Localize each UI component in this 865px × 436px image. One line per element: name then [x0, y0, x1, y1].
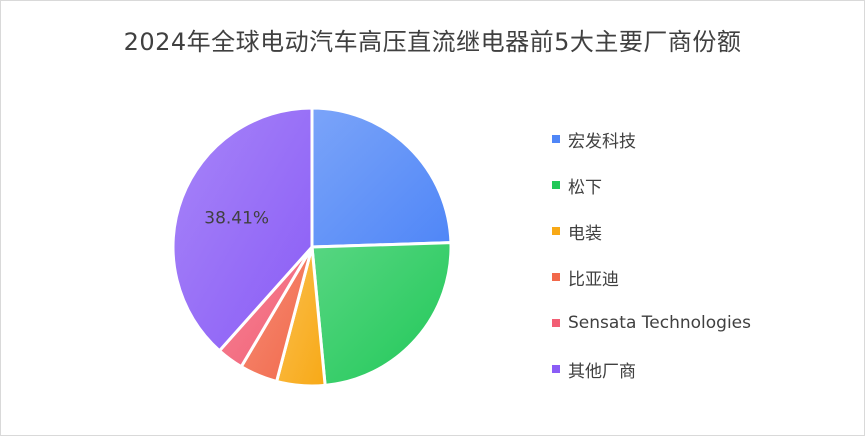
pie-slice-2	[310, 241, 453, 387]
legend-label: 其他厂商	[568, 361, 636, 382]
chart-title: 2024年全球电动汽车高压直流继电器前5大主要厂商份额	[123, 28, 742, 56]
legend-swatch	[552, 135, 560, 143]
data-label-6: 38.41%	[204, 208, 269, 228]
legend-item-6: 其他厂商	[552, 346, 751, 392]
chart-legend: 宏发科技松下电装比亚迪 Sensata Technologies 其他厂商	[552, 116, 751, 392]
legend-label: 电装	[568, 223, 602, 244]
legend-item-1: 宏发科技	[552, 116, 751, 162]
legend-swatch	[552, 273, 560, 281]
pie-slice-1	[310, 106, 453, 249]
legend-swatch	[552, 319, 560, 327]
legend-item-2: 松下	[552, 162, 751, 208]
legend-item-5: Sensata Technologies	[552, 300, 751, 346]
legend-item-3: 电装	[552, 208, 751, 254]
legend-label: 松下	[568, 177, 602, 198]
legend-label: Sensata Technologies	[568, 313, 751, 333]
legend-item-4: 比亚迪	[552, 254, 751, 300]
pie-slice-6	[171, 106, 314, 353]
legend-swatch	[552, 227, 560, 235]
legend-swatch	[552, 365, 560, 373]
legend-label: 比亚迪	[568, 269, 619, 290]
legend-swatch	[552, 181, 560, 189]
legend-label: 宏发科技	[568, 131, 636, 152]
